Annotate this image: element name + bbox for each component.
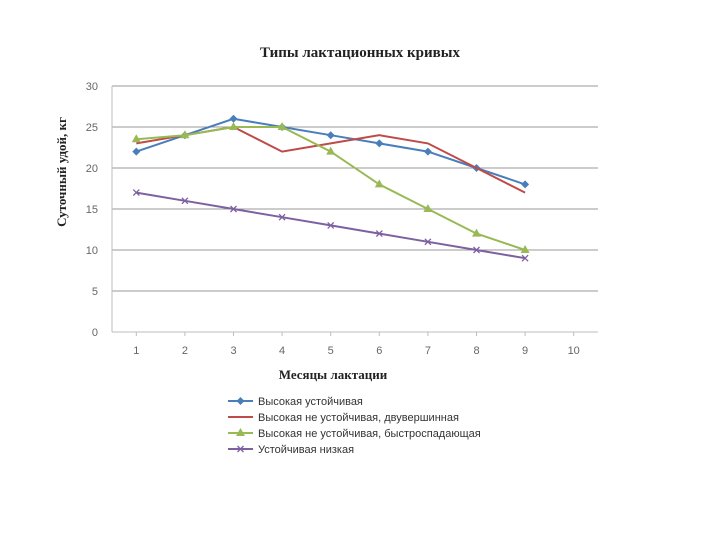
x-marker-stroke xyxy=(375,230,383,238)
legend-swatch-marker xyxy=(236,428,245,436)
data-point-series-3 xyxy=(472,228,481,237)
y-tick-label: 20 xyxy=(86,163,98,175)
data-point-series-4 xyxy=(521,254,529,262)
data-point-series-4 xyxy=(132,189,140,197)
data-point-series-3 xyxy=(277,122,287,130)
data-point-series-1 xyxy=(229,114,238,123)
legend-swatch-marker xyxy=(236,397,245,405)
x-marker-stroke xyxy=(521,254,529,262)
x-tick-label: 9 xyxy=(522,345,528,357)
x-marker-stroke xyxy=(327,221,335,229)
x-tick-label: 8 xyxy=(473,345,479,357)
x-marker-stroke xyxy=(473,246,480,254)
data-point-series-3 xyxy=(520,245,530,253)
data-point-series-3 xyxy=(180,130,190,139)
x-tick-label: 3 xyxy=(230,345,236,357)
y-tick-label: 10 xyxy=(86,245,98,257)
legend-item-4: Устойчивая низкая xyxy=(228,444,354,456)
x-marker-stroke xyxy=(181,197,189,205)
data-point-series-4 xyxy=(278,213,286,221)
data-point-series-3 xyxy=(326,146,336,155)
data-point-series-1 xyxy=(521,180,530,189)
data-point-series-1 xyxy=(132,147,141,156)
legend-label: Высокая устойчивая xyxy=(258,396,363,408)
x-marker-stroke xyxy=(230,205,237,213)
x-marker-stroke xyxy=(237,445,244,453)
data-point-series-3 xyxy=(374,179,384,188)
legend-label: Высокая не устойчивая, быстроспадающая xyxy=(258,428,481,440)
data-point-series-4 xyxy=(473,246,480,254)
x-marker-stroke xyxy=(424,238,432,246)
data-point-series-4 xyxy=(375,230,383,238)
y-tick-label: 5 xyxy=(92,286,98,298)
data-point-series-4 xyxy=(424,238,432,246)
chart-title: Типы лактационных кривых xyxy=(260,45,460,61)
legend-item-2: Высокая не устойчивая, двувершинная xyxy=(228,412,459,424)
legend-swatch-marker xyxy=(237,445,244,453)
data-point-series-1 xyxy=(326,131,335,140)
x-tick-label: 10 xyxy=(568,345,580,357)
x-tick-label: 7 xyxy=(425,345,431,357)
data-point-series-4 xyxy=(327,221,335,229)
x-marker-stroke xyxy=(132,189,140,197)
y-axis-label: Суточный удой, кг xyxy=(54,117,69,227)
legend-label: Высокая не устойчивая, двувершинная xyxy=(258,412,459,424)
x-tick-label: 2 xyxy=(182,345,188,357)
y-tick-label: 25 xyxy=(86,122,98,134)
series-line-3 xyxy=(136,126,526,251)
legend-item-3: Высокая не устойчивая, быстроспадающая xyxy=(228,428,481,440)
data-point-series-1 xyxy=(375,139,384,148)
y-tick-label: 15 xyxy=(86,204,98,216)
x-tick-label: 6 xyxy=(376,345,382,357)
data-point-series-3 xyxy=(229,122,238,130)
legend-item-1: Высокая устойчивая xyxy=(228,396,363,408)
x-tick-label: 5 xyxy=(328,345,334,357)
x-marker-stroke xyxy=(278,213,286,221)
data-point-series-4 xyxy=(181,197,189,205)
y-tick-label: 0 xyxy=(92,327,98,339)
data-point-series-3 xyxy=(423,204,433,212)
data-point-series-3 xyxy=(131,134,141,143)
y-tick-label: 30 xyxy=(86,81,98,93)
x-tick-label: 1 xyxy=(133,345,139,357)
data-point-series-4 xyxy=(230,205,237,213)
x-tick-label: 4 xyxy=(279,345,285,357)
legend: Высокая устойчивая Высокая не устойчивая,… xyxy=(228,396,481,456)
legend-label: Устойчивая низкая xyxy=(258,444,354,456)
x-axis-label: Месяцы лактации xyxy=(279,367,388,382)
data-point-series-1 xyxy=(423,147,432,156)
plot-area: 0 5 10 15 20 25 30 1 2 3 4 5 6 7 8 9 10 xyxy=(86,81,598,357)
